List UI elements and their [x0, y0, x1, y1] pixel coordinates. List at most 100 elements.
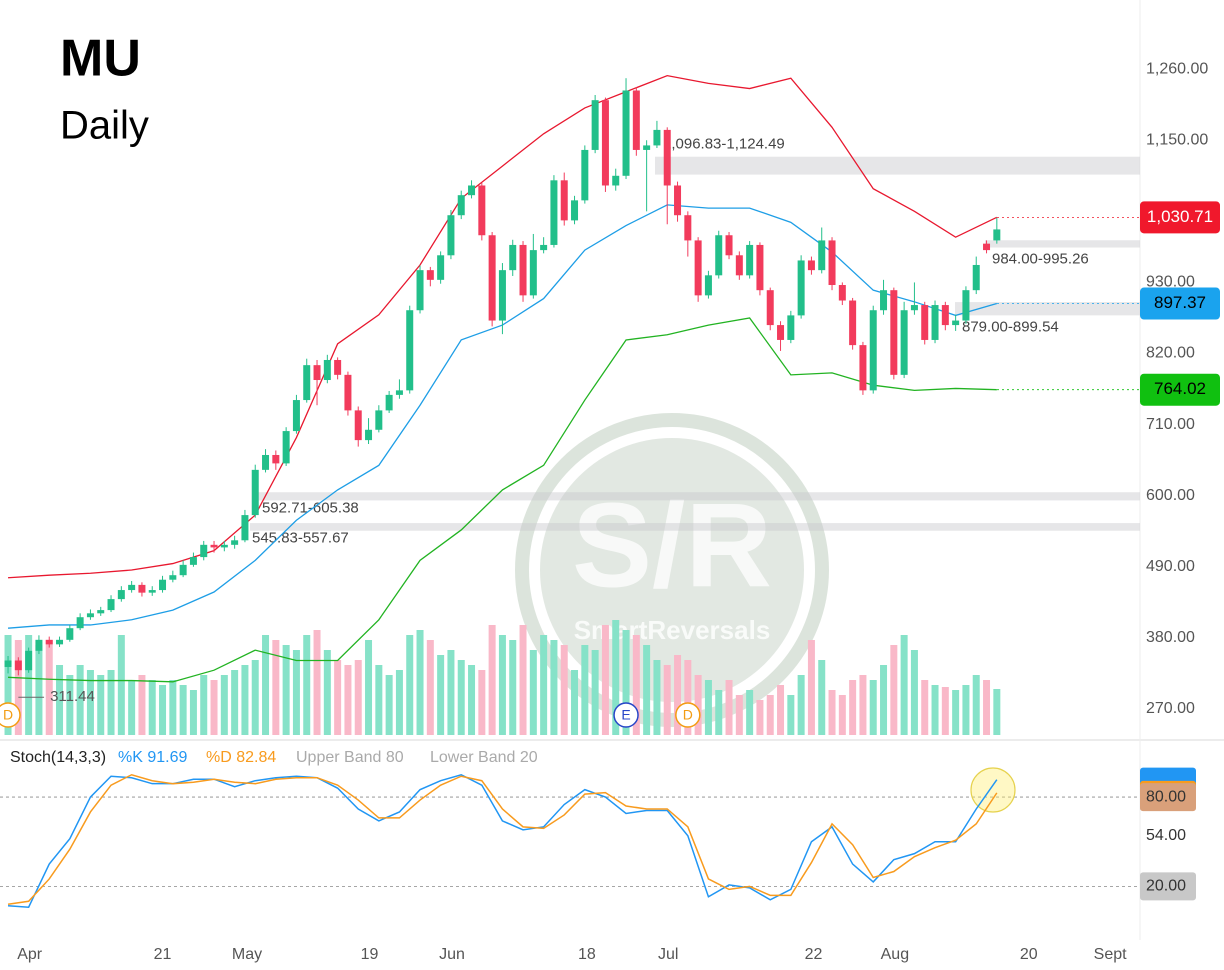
volume-bar	[591, 650, 599, 735]
event-label: E	[621, 707, 630, 723]
volume-bar	[385, 675, 393, 735]
volume-bar	[550, 640, 558, 735]
watermark-ring	[515, 413, 829, 727]
candle-body	[365, 429, 373, 441]
candle-body	[674, 185, 682, 216]
x-tick-label: Sept	[1094, 946, 1127, 963]
volume-bar	[86, 670, 94, 735]
x-tick-label: 22	[805, 946, 823, 963]
volume-bar	[334, 660, 342, 735]
candle-body	[921, 305, 929, 340]
y-tick-label: 380.00	[1146, 629, 1195, 646]
candle-body	[457, 195, 465, 216]
price-label: 1,030.71	[1147, 207, 1213, 226]
event-marker	[675, 702, 701, 728]
volume-bar	[622, 630, 630, 735]
y-tick-label: 80.00	[1146, 788, 1186, 805]
volume-bar	[787, 695, 795, 735]
candle-body	[35, 639, 43, 651]
candle-body	[437, 255, 445, 280]
candle-body	[447, 215, 455, 256]
candle-body	[138, 584, 146, 593]
y-tick-label: 820.00	[1146, 345, 1195, 362]
volume-bar	[107, 670, 115, 735]
x-tick-label: May	[232, 946, 262, 963]
candle-body	[159, 579, 167, 591]
candle-body	[323, 359, 331, 381]
volume-bar	[241, 665, 249, 735]
candle-body	[416, 270, 424, 311]
candle-body	[169, 575, 177, 580]
candle-body	[777, 325, 785, 340]
volume-bar	[807, 640, 815, 735]
volume-bar	[632, 635, 640, 735]
candle-body	[406, 310, 414, 391]
volume-bar	[292, 650, 300, 735]
price-box	[1140, 373, 1220, 406]
candle-body	[292, 400, 300, 432]
volume-bar	[643, 645, 651, 735]
volume-bar	[910, 650, 918, 735]
candle-body	[189, 557, 197, 565]
candle-body	[766, 290, 774, 326]
candle-body	[890, 290, 898, 375]
candle-body	[756, 244, 764, 291]
volume-bar	[97, 675, 105, 735]
chart-title: MU	[60, 30, 141, 88]
volume-bar	[797, 675, 805, 735]
legend-name: %K	[118, 749, 143, 766]
stoch-line	[7, 773, 998, 906]
x-tick-label: Jul	[658, 946, 678, 963]
candle-body	[807, 260, 815, 271]
x-tick-label: Aug	[881, 946, 909, 963]
candle-body	[550, 180, 558, 245]
volume-bar	[375, 665, 383, 735]
candle-body	[117, 590, 125, 600]
band-name: Lower Band	[430, 749, 515, 766]
volume-bar	[189, 690, 197, 735]
y-tick-label: 600.00	[1146, 487, 1195, 504]
volume-bar	[509, 640, 517, 735]
volume-bar	[406, 635, 414, 735]
volume-bar	[756, 700, 764, 735]
candle-body	[426, 270, 434, 280]
candle-body	[200, 544, 208, 558]
volume-bar	[488, 625, 496, 735]
volume-bar	[210, 680, 218, 735]
candle-body	[663, 129, 671, 186]
volume-bar	[777, 685, 785, 735]
candle-body	[262, 454, 270, 470]
sr-zone	[655, 156, 1140, 175]
candle-body	[56, 639, 64, 645]
candle-body	[334, 359, 342, 375]
candle-body	[519, 244, 527, 296]
volume-bar	[56, 665, 64, 735]
band-name: Upper Band	[296, 749, 381, 766]
volume-bar	[354, 660, 362, 735]
candle-body	[509, 244, 517, 271]
candle-body	[498, 270, 506, 321]
volume-bar	[426, 640, 434, 735]
stoch-legend: %K 91.69	[118, 749, 188, 766]
band-line	[7, 74, 998, 579]
candle-body	[468, 185, 476, 196]
volume-bar	[735, 695, 743, 735]
volume-bar	[581, 645, 589, 735]
candle-body	[869, 310, 877, 391]
sr-zone	[985, 240, 1140, 248]
volume-bar	[220, 675, 228, 735]
volume-bar	[323, 650, 331, 735]
volume-bar	[117, 635, 125, 735]
zone-label: 545.83-557.67	[252, 530, 349, 547]
band-line	[8, 317, 997, 683]
y-tick-box	[1140, 783, 1196, 812]
candle-body	[612, 175, 620, 186]
band-value: 20	[520, 749, 538, 766]
candle-body	[797, 260, 805, 316]
volume-bar	[612, 620, 620, 735]
candle-body	[983, 243, 991, 251]
volume-bar	[828, 690, 836, 735]
candle-body	[715, 235, 723, 276]
volume-bar	[128, 680, 136, 735]
